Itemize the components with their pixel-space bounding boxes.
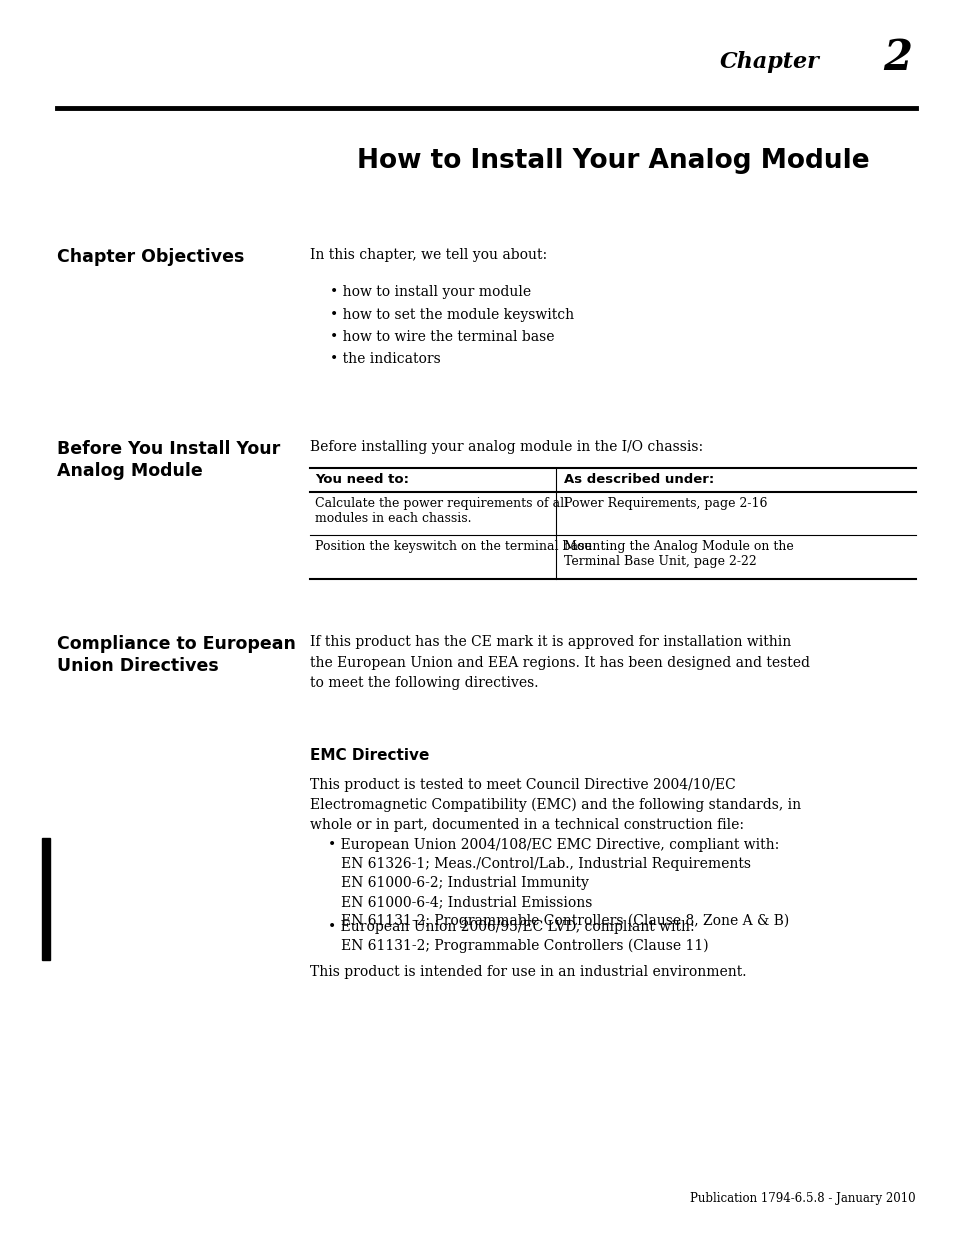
Text: Chapter: Chapter [720, 51, 820, 73]
Text: Publication 1794-6.5.8 - January 2010: Publication 1794-6.5.8 - January 2010 [690, 1192, 915, 1205]
Text: Analog Module: Analog Module [57, 462, 203, 480]
Text: Before installing your analog module in the I/O chassis:: Before installing your analog module in … [310, 440, 702, 454]
Text: Chapter Objectives: Chapter Objectives [57, 248, 244, 266]
Text: Union Directives: Union Directives [57, 657, 218, 676]
Text: Calculate the power requirements of all
modules in each chassis.: Calculate the power requirements of all … [314, 496, 568, 525]
Text: Before You Install Your: Before You Install Your [57, 440, 280, 458]
Text: Power Requirements, page 2-16: Power Requirements, page 2-16 [563, 496, 767, 510]
Text: • the indicators: • the indicators [330, 352, 440, 366]
Text: In this chapter, we tell you about:: In this chapter, we tell you about: [310, 248, 547, 262]
Text: EN 61000-6-4; Industrial Emissions: EN 61000-6-4; Industrial Emissions [328, 895, 592, 909]
Text: EN 61000-6-2; Industrial Immunity: EN 61000-6-2; Industrial Immunity [328, 876, 588, 890]
Text: EN 61326-1; Meas./Control/Lab., Industrial Requirements: EN 61326-1; Meas./Control/Lab., Industri… [328, 857, 750, 871]
Text: This product is intended for use in an industrial environment.: This product is intended for use in an i… [310, 965, 745, 979]
Text: Mounting the Analog Module on the
Terminal Base Unit, page 2-22: Mounting the Analog Module on the Termin… [563, 540, 793, 568]
Text: • how to set the module keyswitch: • how to set the module keyswitch [330, 308, 574, 322]
Text: As described under:: As described under: [563, 473, 714, 487]
Text: Position the keyswitch on the terminal base: Position the keyswitch on the terminal b… [314, 540, 591, 553]
Text: • how to install your module: • how to install your module [330, 285, 531, 299]
Text: This product is tested to meet Council Directive 2004/10/EC
Electromagnetic Comp: This product is tested to meet Council D… [310, 778, 801, 831]
Text: EN 61131-2; Programmable Controllers (Clause 8, Zone A & B): EN 61131-2; Programmable Controllers (Cl… [328, 914, 788, 929]
Text: EN 61131-2; Programmable Controllers (Clause 11): EN 61131-2; Programmable Controllers (Cl… [328, 939, 708, 953]
Text: 2: 2 [882, 37, 911, 79]
Text: • how to wire the terminal base: • how to wire the terminal base [330, 330, 554, 345]
Text: • European Union 2006/95/EC LVD, compliant with:: • European Union 2006/95/EC LVD, complia… [328, 920, 694, 934]
Text: • European Union 2004/108/EC EMC Directive, compliant with:: • European Union 2004/108/EC EMC Directi… [328, 839, 779, 852]
Text: How to Install Your Analog Module: How to Install Your Analog Module [356, 148, 868, 174]
Text: Compliance to European: Compliance to European [57, 635, 295, 653]
Text: You need to:: You need to: [314, 473, 409, 487]
Text: If this product has the CE mark it is approved for installation within
the Europ: If this product has the CE mark it is ap… [310, 635, 809, 690]
Text: EMC Directive: EMC Directive [310, 748, 429, 763]
Bar [42, 839, 50, 960]
